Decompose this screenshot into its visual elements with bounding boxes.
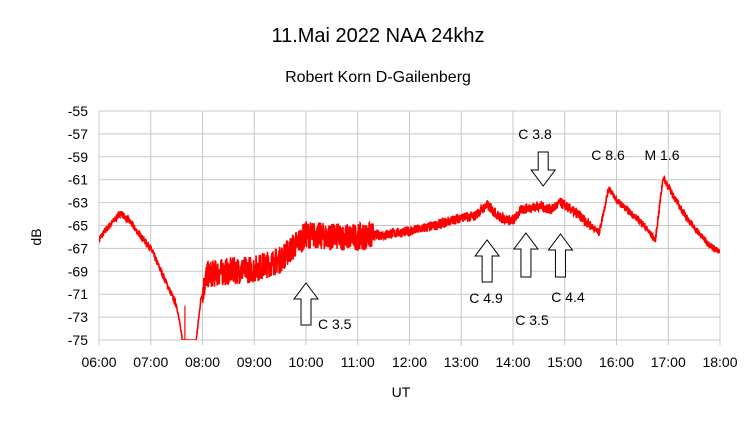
flare-annotation: C 8.6: [591, 147, 625, 163]
y-tick-label: -73: [68, 309, 88, 325]
x-tick-label: 09:00: [237, 354, 272, 370]
annotations: C 3.5C 4.9C 3.5C 4.4C 3.8C 8.6 M 1.6: [293, 126, 680, 332]
y-axis-label: dB: [28, 228, 44, 245]
flare-annotation: M 1.6: [644, 147, 679, 163]
x-tick-label: 17:00: [651, 354, 686, 370]
x-tick-label: 12:00: [392, 354, 427, 370]
grid: [98, 110, 721, 345]
series-line: [99, 174, 720, 340]
x-tick-label: 14:00: [495, 354, 530, 370]
down-arrow-icon: [530, 151, 557, 187]
up-arrow-icon: [547, 233, 574, 278]
y-tick-label: -67: [68, 240, 88, 256]
chart-title: 11.Mai 2022 NAA 24khz: [271, 25, 484, 47]
x-tick-label: 18:00: [702, 354, 737, 370]
y-tick-label: -71: [68, 286, 88, 302]
flare-annotation: C 4.4: [551, 289, 585, 305]
y-tick-label: -65: [68, 218, 88, 234]
x-tick-labels: 06:00 07:00 08:00 09:00 10:00 11:00 12:00 13:00…: [81, 354, 737, 370]
y-tick-labels: -55 -57 -59 -61 -63 -65 -67 -69 -71 -73 -75: [68, 103, 88, 348]
x-tick-label: 07:00: [133, 354, 168, 370]
x-tick-label: 08:00: [185, 354, 220, 370]
x-tick-label: 13:00: [444, 354, 479, 370]
flare-annotation: C 3.5: [318, 316, 352, 332]
x-tick-label: 06:00: [81, 354, 116, 370]
flare-annotation: C 3.5: [515, 312, 549, 328]
chart-subtitle: Robert Korn D-Gailenberg: [285, 69, 471, 86]
y-tick-label: -75: [68, 332, 88, 348]
y-tick-label: -59: [68, 149, 88, 165]
x-axis-label: UT: [392, 384, 411, 400]
x-tick-label: 15:00: [547, 354, 582, 370]
y-tick-label: -55: [68, 103, 88, 119]
flare-annotation: C 4.9: [469, 290, 503, 306]
x-tick-label: 11:00: [341, 354, 375, 370]
y-tick-label: -63: [68, 195, 88, 211]
x-tick-label: 10:00: [288, 354, 323, 370]
series-layer: [99, 174, 720, 340]
y-tick-label: -57: [68, 126, 88, 142]
y-tick-label: -69: [68, 263, 88, 279]
y-tick-label: -61: [68, 172, 88, 188]
up-arrow-icon: [293, 282, 319, 326]
up-arrow-icon: [512, 232, 539, 278]
flare-annotation: C 3.8: [518, 126, 552, 142]
up-arrow-icon: [474, 239, 501, 283]
x-tick-label: 16:00: [599, 354, 634, 370]
